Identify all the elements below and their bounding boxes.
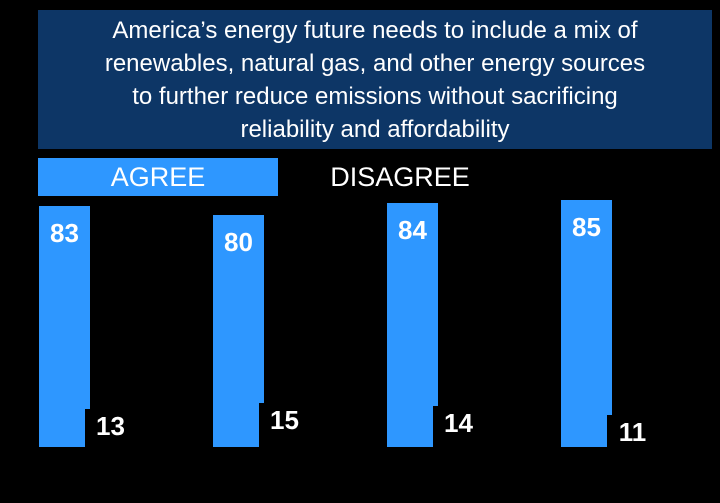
- question-line-4: reliability and affordability: [240, 115, 510, 143]
- agree-value-label: 85: [572, 212, 601, 242]
- disagree-value-label: 11: [618, 417, 647, 447]
- legend-agree-label: AGREE: [110, 161, 206, 192]
- question-banner: America’s energy future needs to include…: [38, 10, 712, 149]
- agree-value-label: 84: [398, 215, 427, 245]
- legend-disagree-swatch: DISAGREE: [280, 158, 520, 196]
- agree-value-label: 80: [224, 227, 253, 257]
- legend-agree-swatch: AGREE: [38, 158, 278, 196]
- disagree-value-label: 14: [444, 408, 473, 438]
- question-line-3: to further reduce emissions without sacr…: [132, 82, 618, 110]
- disagree-bar: 11: [607, 415, 658, 447]
- agree-bar: 80: [213, 215, 264, 447]
- legend-disagree-label: DISAGREE: [330, 161, 470, 192]
- disagree-bar: 15: [259, 403, 310, 447]
- agree-bar: 83: [39, 206, 90, 447]
- disagree-bar: 14: [433, 406, 484, 447]
- agree-bar: 84: [387, 203, 438, 447]
- question-line-2: renewables, natural gas, and other energ…: [104, 49, 646, 77]
- agree-value-label: 83: [50, 218, 79, 248]
- disagree-value-label: 15: [270, 405, 299, 435]
- question-line-1: America’s energy future needs to include…: [112, 16, 638, 44]
- agree-bar: 85: [561, 200, 612, 447]
- disagree-bar: 13: [85, 409, 136, 447]
- disagree-value-label: 13: [96, 411, 125, 441]
